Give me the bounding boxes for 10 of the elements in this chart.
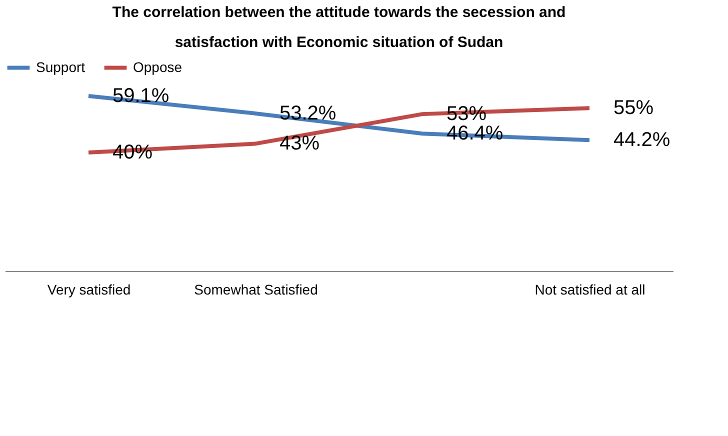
legend-label: Support [36,58,86,75]
data-label: 43% [280,132,320,155]
data-label: 44.2% [614,129,670,152]
x-tick-label: Not satisfied at all [534,282,646,298]
data-label: 55% [614,97,654,120]
x-tick-label: Somewhat Satisfied [194,282,318,298]
x-tick-label: Very satisfied [47,282,131,298]
text: The correlation between the attitude towards the secession and [112,4,566,21]
legend-label: Oppose [133,58,182,75]
text: satisfaction with Economic situation of Sudan [174,34,504,51]
